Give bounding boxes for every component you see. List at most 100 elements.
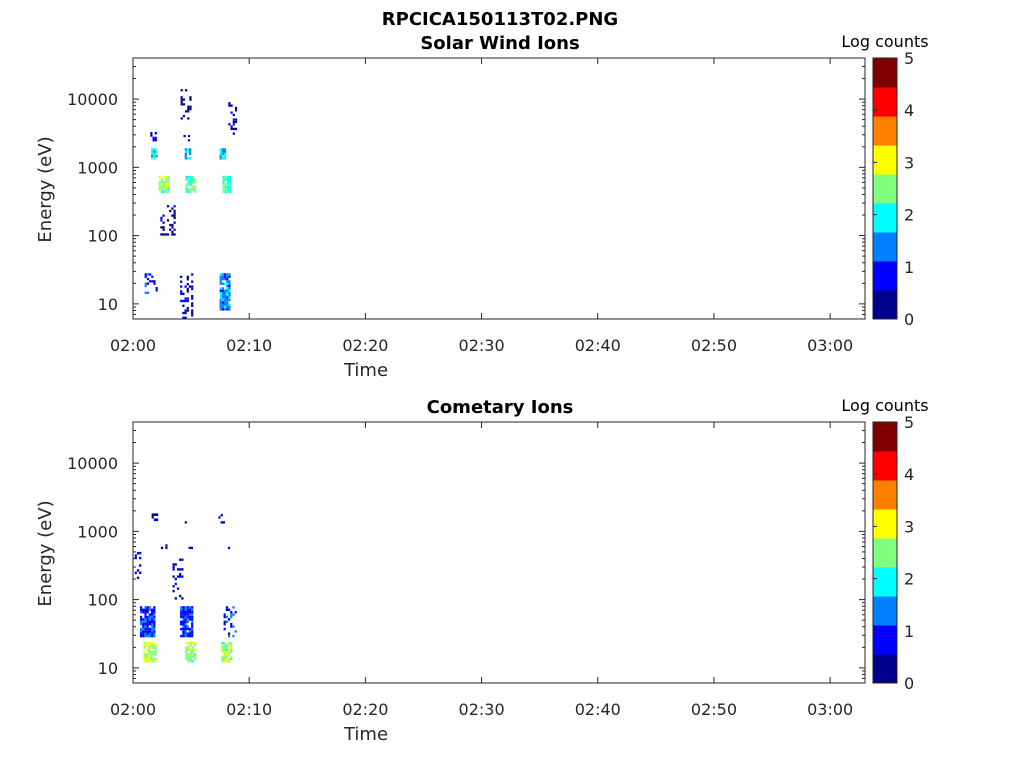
heatmap-cell-0 bbox=[145, 644, 148, 647]
heatmap-cell-1 bbox=[158, 185, 161, 189]
heatmap-cell-10 bbox=[221, 301, 224, 304]
heatmap-cell-6 bbox=[188, 606, 192, 609]
heatmap-cell-7 bbox=[176, 587, 180, 590]
heatmap-cell-5 bbox=[194, 655, 197, 658]
heatmap-cell-6 bbox=[188, 632, 192, 635]
heatmap-cell-6 bbox=[184, 618, 187, 621]
heatmap-cell-0 bbox=[154, 648, 157, 652]
heatmap-cell-10 bbox=[219, 289, 222, 292]
heatmap-cell-1 bbox=[163, 175, 166, 179]
heatmap-cell-11 bbox=[171, 230, 174, 234]
heatmap-cell-1 bbox=[144, 630, 147, 633]
heatmap-cell-5 bbox=[185, 655, 188, 658]
heatmap-cell-10 bbox=[221, 657, 224, 661]
heatmap-cell-1 bbox=[165, 185, 168, 189]
heatmap-cell-5 bbox=[191, 651, 195, 654]
heatmap-cell-7 bbox=[174, 582, 177, 586]
y-tick-label: 10000 bbox=[67, 90, 118, 109]
heatmap-cell-10 bbox=[226, 291, 229, 295]
heatmap-cell-5 bbox=[191, 188, 195, 191]
heatmap-cell-10 bbox=[221, 308, 224, 311]
heatmap-cell-1 bbox=[163, 183, 166, 186]
heatmap-cell-10 bbox=[221, 275, 224, 278]
heatmap-cell-6 bbox=[180, 608, 183, 611]
heatmap-cell-10 bbox=[219, 294, 222, 297]
heatmap-cell-11 bbox=[171, 223, 174, 227]
heatmap-cell-0 bbox=[152, 646, 155, 649]
heatmap-cell-1 bbox=[153, 620, 156, 623]
heatmap-cell-4 bbox=[165, 544, 168, 547]
heatmap-cell-4 bbox=[186, 157, 190, 160]
heatmap-cell-1 bbox=[160, 180, 163, 184]
heatmap-cell-6 bbox=[186, 611, 189, 614]
heatmap-cell-9 bbox=[226, 178, 230, 181]
heatmap-cell-7 bbox=[184, 299, 187, 303]
x-tick-label: 02:00 bbox=[110, 700, 156, 719]
heatmap-cell-12 bbox=[220, 521, 223, 524]
heatmap-cell-13 bbox=[232, 127, 235, 131]
heatmap-cell-5 bbox=[189, 188, 192, 191]
heatmap-cell-0 bbox=[154, 651, 157, 654]
heatmap-cell-12 bbox=[180, 98, 183, 101]
heatmap-cell-7 bbox=[186, 275, 189, 279]
heatmap-cell-11 bbox=[223, 627, 226, 631]
heatmap-cell-10 bbox=[223, 648, 226, 652]
heatmap-cell-11 bbox=[166, 219, 170, 222]
heatmap-cell-1 bbox=[153, 613, 156, 616]
heatmap-cell-9 bbox=[222, 188, 225, 191]
heatmap-cell-5 bbox=[185, 651, 188, 654]
heatmap-cell-0 bbox=[154, 653, 157, 656]
heatmap-cell-1 bbox=[146, 606, 149, 609]
heatmap-cell-5 bbox=[191, 178, 195, 181]
heatmap-cell-3 bbox=[144, 282, 147, 285]
heatmap-cell-5 bbox=[187, 190, 190, 194]
heatmap-cell-6 bbox=[191, 634, 194, 638]
heatmap-cell-1 bbox=[158, 183, 161, 186]
heatmap-cell-7 bbox=[184, 297, 187, 300]
heatmap-cell-3 bbox=[153, 513, 156, 516]
heatmap-cell-6 bbox=[182, 608, 185, 611]
heatmap-cell-10 bbox=[221, 305, 224, 309]
heatmap-cell-7 bbox=[172, 565, 175, 569]
heatmap-cell-4 bbox=[184, 152, 187, 155]
heatmap-cell-2 bbox=[152, 136, 155, 140]
heatmap-cell-3 bbox=[151, 280, 154, 283]
heatmap-cell-9 bbox=[224, 178, 227, 181]
heatmap-cell-10 bbox=[219, 296, 222, 299]
heatmap-cell-2 bbox=[150, 134, 153, 137]
heatmap-cell-13 bbox=[234, 127, 238, 131]
heatmap-cell-7 bbox=[180, 275, 183, 279]
colorbar-segment bbox=[873, 87, 897, 117]
heatmap-cell-3 bbox=[153, 282, 156, 285]
colorbar-segment bbox=[873, 174, 897, 204]
heatmap-cell-1 bbox=[151, 630, 154, 633]
heatmap-cell-7 bbox=[182, 304, 185, 307]
heatmap-cell-7 bbox=[186, 307, 189, 310]
heatmap-cell-13 bbox=[232, 120, 235, 124]
heatmap-cell-5 bbox=[194, 644, 197, 647]
heatmap-cell-1 bbox=[146, 608, 149, 611]
heatmap-cell-7 bbox=[181, 575, 184, 578]
heatmap-cell-2 bbox=[136, 569, 140, 572]
heatmap-cell-7 bbox=[180, 280, 183, 283]
heatmap-cell-10 bbox=[226, 305, 229, 309]
heatmap-cell-2 bbox=[134, 571, 137, 575]
heatmap-cell-8 bbox=[221, 155, 224, 158]
heatmap-cell-3 bbox=[151, 515, 154, 519]
heatmap-cell-7 bbox=[186, 290, 189, 293]
heatmap-cell-10 bbox=[221, 303, 224, 306]
heatmap-cell-12 bbox=[189, 96, 192, 99]
heatmap-cell-1 bbox=[158, 188, 161, 191]
heatmap-cell-5 bbox=[189, 653, 192, 656]
heatmap-cell-5 bbox=[194, 657, 197, 661]
heatmap-cell-1 bbox=[140, 623, 143, 626]
heatmap-cell-11 bbox=[173, 221, 176, 224]
heatmap-cell-0 bbox=[151, 155, 154, 158]
colorbar-segment bbox=[873, 654, 897, 684]
heatmap-cell-6 bbox=[188, 627, 192, 631]
heatmap-cell-10 bbox=[221, 644, 224, 647]
heatmap-cell-1 bbox=[163, 185, 166, 189]
heatmap-cell-10 bbox=[225, 660, 228, 663]
colorbar-title: Log counts bbox=[841, 32, 928, 51]
heatmap-cell-13 bbox=[230, 111, 233, 114]
